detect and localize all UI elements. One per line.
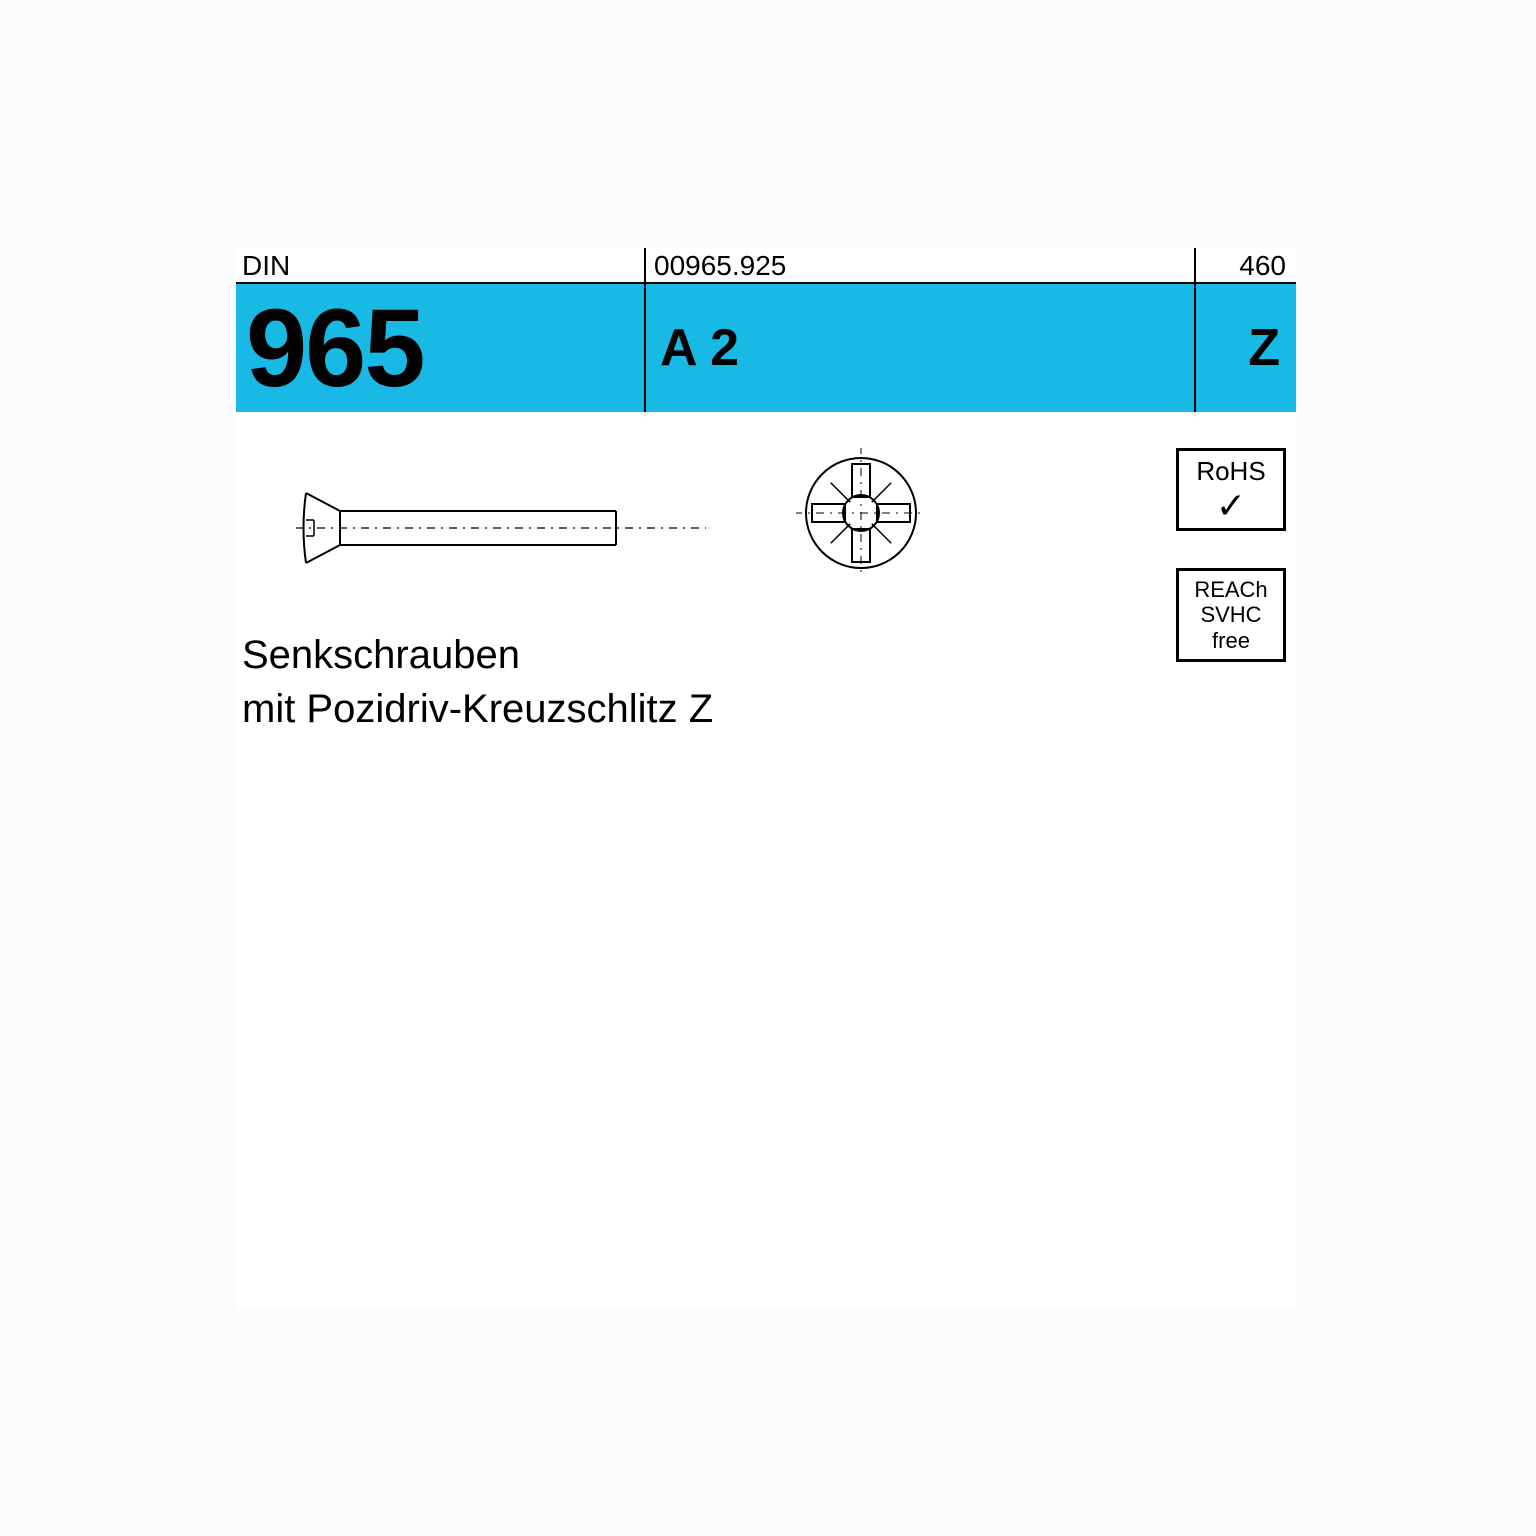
header-row: DIN 00965.925 460 — [236, 248, 1296, 284]
screw-top-view-icon — [796, 448, 926, 578]
page-canvas: DIN 00965.925 460 965 A 2 Z RoHS ✓ REACh… — [0, 0, 1536, 1536]
header-page: 460 — [1196, 248, 1296, 282]
reach-line1: REACh — [1183, 577, 1279, 602]
rohs-label: RoHS — [1183, 457, 1279, 486]
header-code: 00965.925 — [646, 248, 1196, 282]
din-number: 965 — [236, 284, 646, 412]
title-band: 965 A 2 Z — [236, 284, 1296, 412]
reach-badge: REACh SVHC free — [1176, 568, 1286, 662]
desc-line2: mit Pozidriv-Kreuzschlitz Z — [242, 682, 713, 736]
product-description: Senkschrauben mit Pozidriv-Kreuzschlitz … — [242, 628, 713, 736]
screw-side-view-icon — [296, 468, 716, 588]
check-icon: ✓ — [1183, 488, 1279, 524]
reach-line3: free — [1183, 628, 1279, 653]
technical-drawings — [236, 438, 1296, 598]
desc-line1: Senkschrauben — [242, 628, 713, 682]
drive-type-code: Z — [1196, 284, 1296, 412]
datasheet-card: DIN 00965.925 460 965 A 2 Z RoHS ✓ REACh… — [236, 248, 1296, 1308]
material-grade: A 2 — [646, 284, 1196, 412]
rohs-badge: RoHS ✓ — [1176, 448, 1286, 531]
reach-line2: SVHC — [1183, 602, 1279, 627]
header-standard: DIN — [236, 248, 646, 282]
